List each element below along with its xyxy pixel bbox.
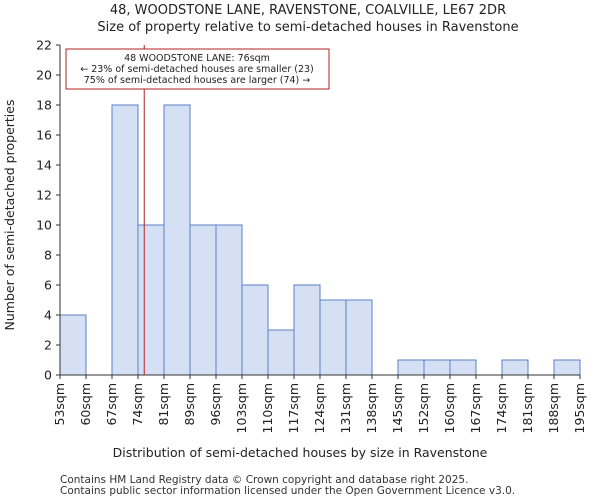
- bars-group: [59, 104, 581, 376]
- bar: [553, 359, 581, 376]
- y-tick-label: 6: [44, 278, 52, 293]
- y-tick-label: 22: [36, 38, 52, 53]
- x-tick-label: 152sqm: [416, 383, 431, 433]
- annotation-box: [65, 48, 330, 90]
- x-tick-label: 74sqm: [130, 383, 145, 426]
- y-tick-label: 20: [36, 68, 52, 83]
- x-tick-label: 145sqm: [390, 383, 405, 433]
- y-tick-label: 8: [44, 248, 52, 263]
- y-tick-label: 10: [36, 218, 52, 233]
- bar: [59, 314, 87, 376]
- x-tick-label: 195sqm: [572, 383, 587, 433]
- bar: [189, 224, 217, 376]
- y-tick-label: 4: [44, 308, 52, 323]
- y-tick-label: 16: [36, 128, 52, 143]
- bar: [163, 104, 191, 376]
- x-tick-label: 131sqm: [338, 383, 353, 433]
- x-tick-label: 67sqm: [104, 383, 119, 426]
- bar: [345, 299, 373, 376]
- y-axis-label: Number of semi-detached properties: [2, 100, 17, 331]
- x-axis-label: Distribution of semi-detached houses by …: [113, 445, 488, 460]
- bar: [137, 224, 165, 376]
- footer-line1: Contains HM Land Registry data © Crown c…: [60, 474, 468, 486]
- chart-title-line1: 48, WOODSTONE LANE, RAVENSTONE, COALVILL…: [110, 3, 506, 18]
- bar: [501, 359, 529, 376]
- bar: [241, 284, 269, 376]
- x-tick-label: 96sqm: [208, 383, 223, 426]
- bar: [423, 359, 451, 376]
- x-tick-label: 124sqm: [312, 383, 327, 433]
- bar: [111, 104, 139, 376]
- chart-title-line2: Size of property relative to semi-detach…: [97, 20, 518, 35]
- x-tick-label: 110sqm: [260, 383, 275, 433]
- bar: [319, 299, 347, 376]
- y-tick-label: 14: [36, 158, 52, 173]
- x-tick-label: 188sqm: [546, 383, 561, 433]
- x-tick-label: 53sqm: [52, 383, 67, 426]
- x-axis: 53sqm 60sqm 67sqm 74sqm 81sqm 89sqm 96sqm 103sq…: [52, 374, 587, 433]
- x-tick-label: 138sqm: [364, 383, 379, 433]
- annotation-line3: 75% of semi-detached houses are larger (…: [84, 75, 311, 86]
- x-tick-label: 181sqm: [520, 383, 535, 433]
- annotation-line2: ← 23% of semi-detached houses are smalle…: [80, 64, 314, 75]
- x-tick-label: 81sqm: [156, 383, 171, 426]
- x-tick-label: 103sqm: [234, 383, 249, 433]
- bar: [267, 329, 295, 376]
- y-tick-label: 18: [36, 98, 52, 113]
- y-tick-label: 0: [44, 368, 52, 383]
- bar: [215, 224, 243, 376]
- y-axis: 0 2 4 6 8 10 12 14 16 18 20 22: [36, 38, 61, 383]
- x-tick-label: 89sqm: [182, 383, 197, 426]
- x-tick-label: 167sqm: [468, 383, 483, 433]
- bar: [293, 284, 321, 376]
- y-tick-label: 2: [44, 338, 52, 353]
- x-tick-label: 174sqm: [494, 383, 509, 433]
- x-tick-label: 117sqm: [286, 383, 301, 433]
- bar: [397, 359, 425, 376]
- x-tick-label: 160sqm: [442, 383, 457, 433]
- y-tick-label: 12: [36, 188, 52, 203]
- footer-line2: Contains public sector information licen…: [60, 485, 515, 497]
- property-annotation: 48 WOODSTONE LANE: 76sqm ← 23% of semi-d…: [65, 48, 330, 90]
- x-tick-label: 60sqm: [78, 383, 93, 426]
- bar: [449, 359, 477, 376]
- annotation-line1: 48 WOODSTONE LANE: 76sqm: [124, 53, 270, 64]
